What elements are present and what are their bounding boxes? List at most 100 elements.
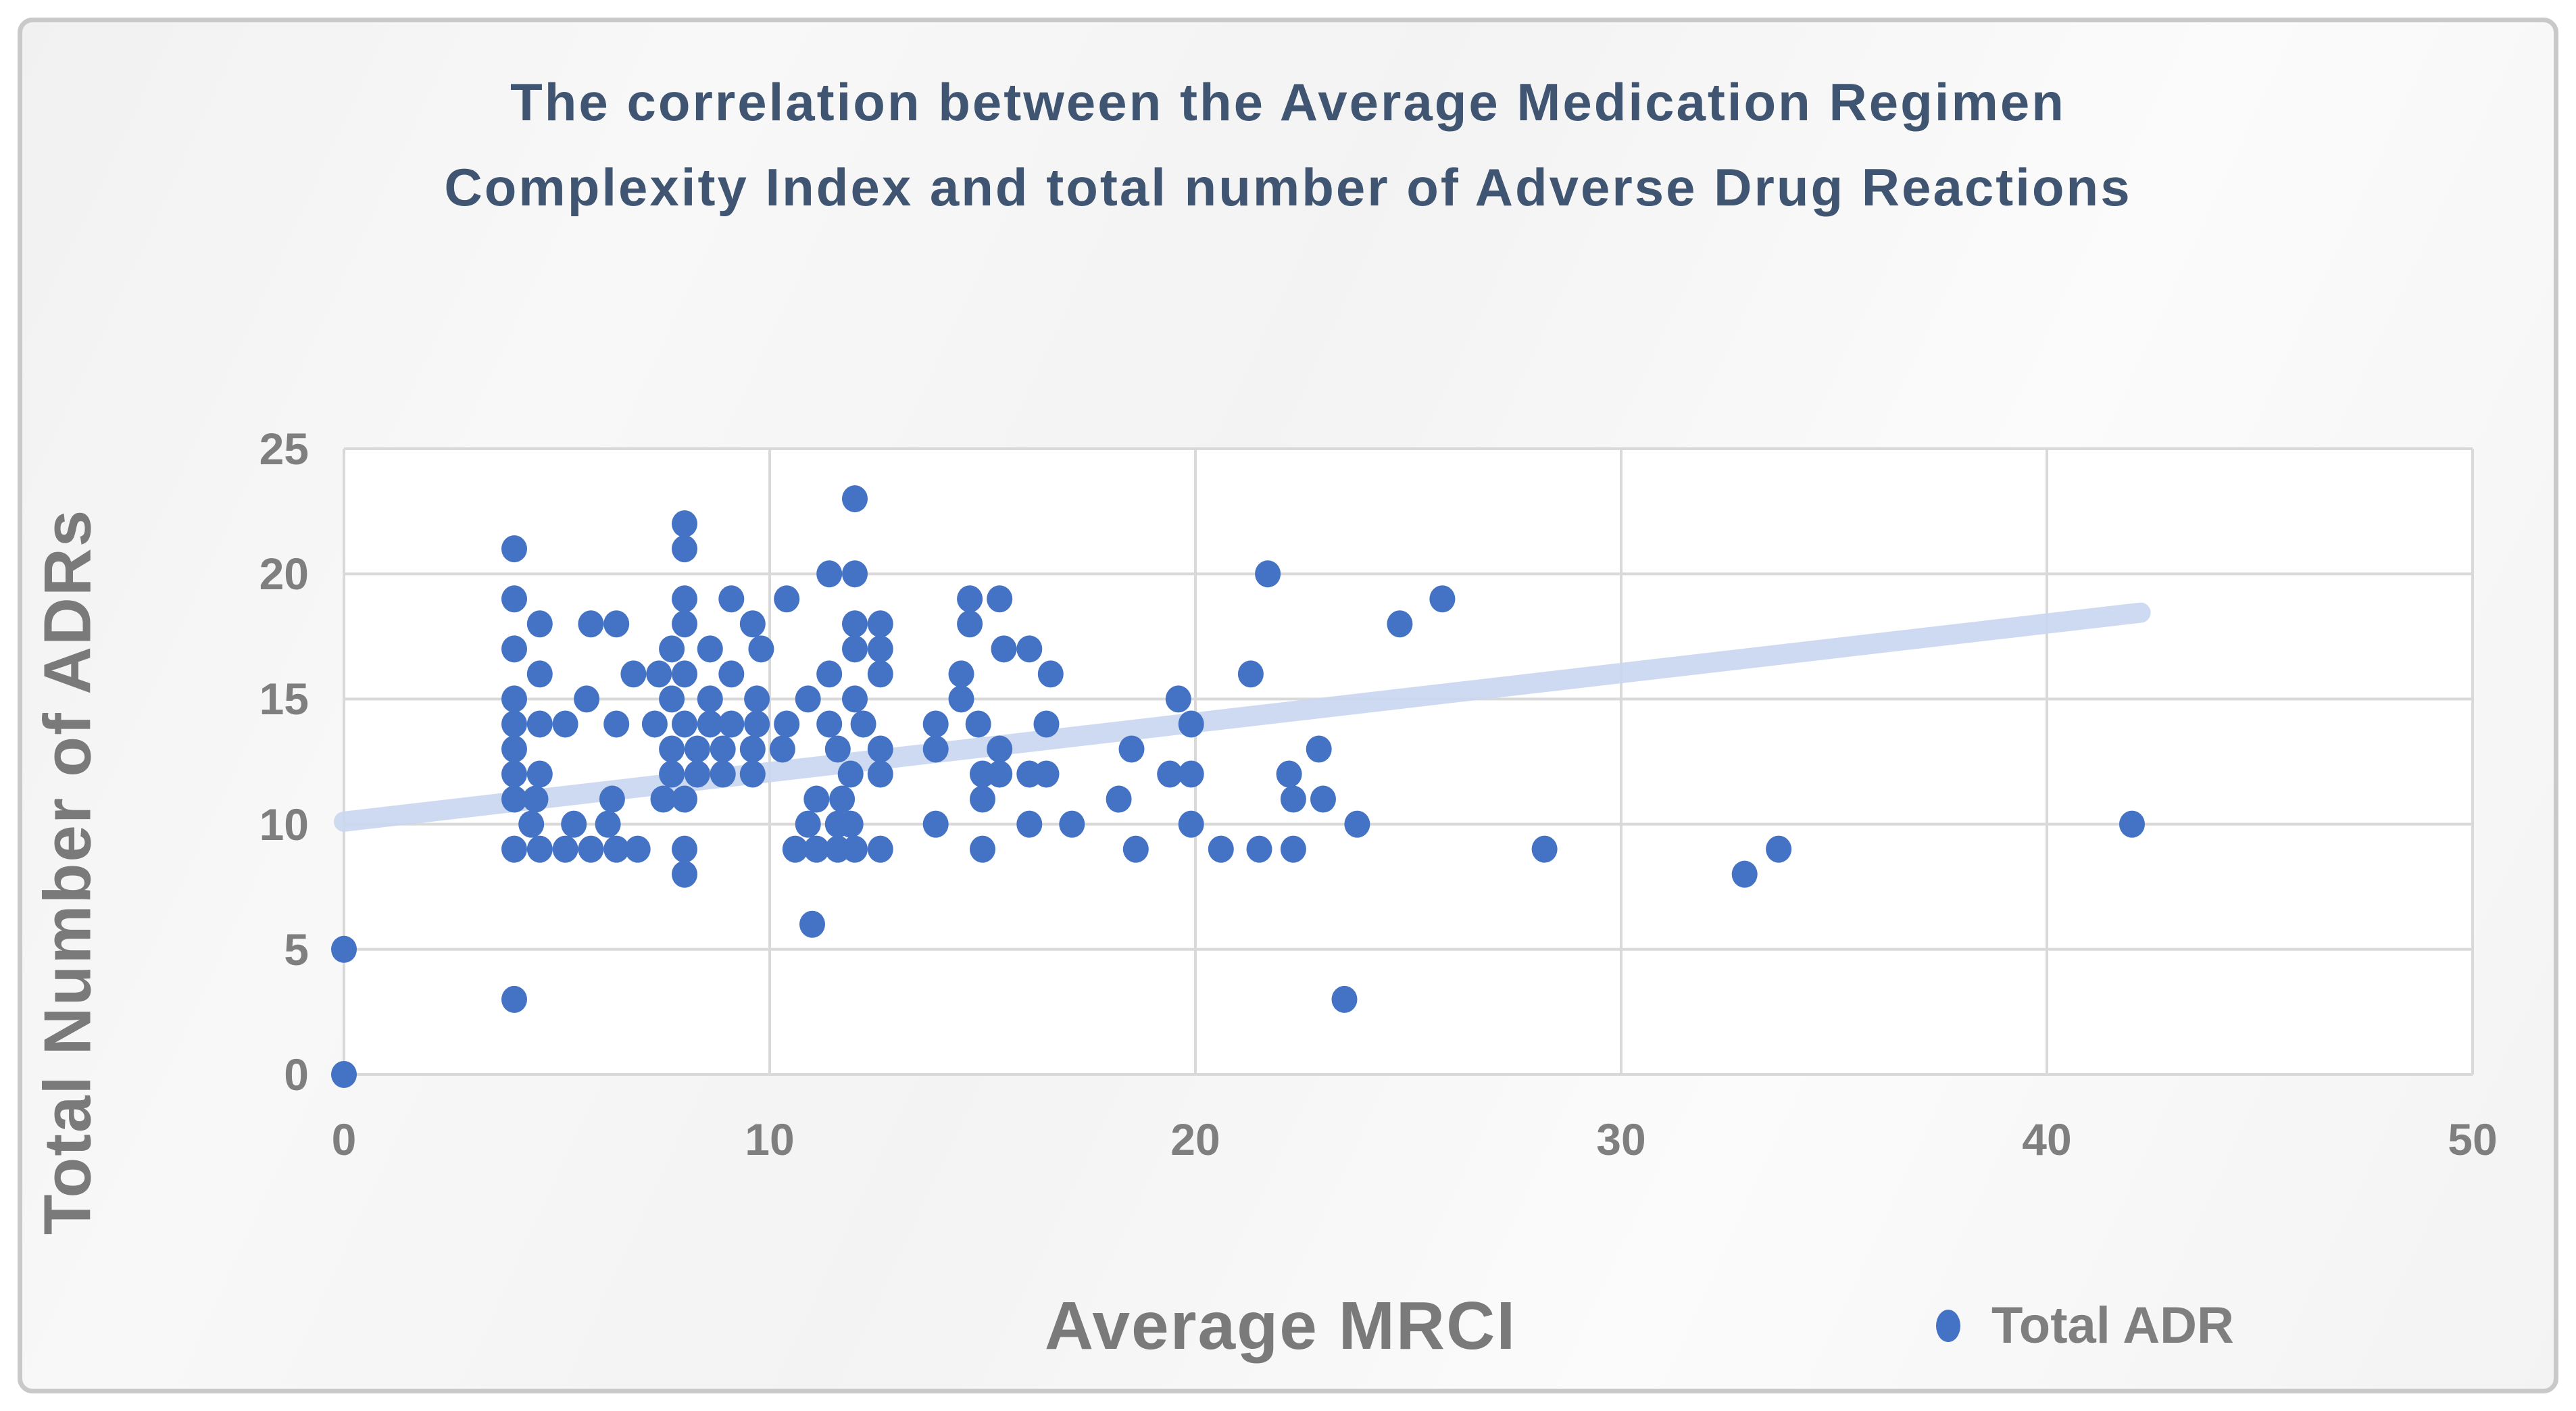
data-point [739,760,766,788]
data-point [672,860,697,888]
data-point [501,710,527,738]
data-point [769,735,795,763]
data-point [1344,810,1370,838]
x-axis-title: Average MRCI [1044,1288,1517,1364]
data-point [987,760,1013,788]
data-point [948,660,974,688]
data-point [526,660,553,688]
data-point [501,585,527,613]
data-point [659,735,685,763]
data-point [1331,985,1358,1013]
data-point [684,760,710,788]
data-point [1118,735,1145,763]
data-point [842,485,868,513]
data-point [1106,785,1132,813]
data-point [948,685,974,713]
data-point [1178,810,1204,838]
data-point [501,735,527,763]
data-point [624,835,651,863]
x-tick-label-50: 50 [2448,1114,2498,1164]
data-point [1531,835,1558,863]
trend-line [334,602,2151,832]
data-point [842,560,868,588]
data-point [867,735,893,763]
data-point [748,635,774,663]
data-point [795,685,821,713]
x-tick-label-0: 0 [331,1114,357,1164]
data-point [710,735,736,763]
x-tick-label-20: 20 [1170,1114,1220,1164]
chart-title-line1: The correlation between the Average Medi… [510,72,2066,132]
data-point [850,710,876,738]
data-point [1016,810,1043,838]
data-point [1037,660,1064,688]
data-point [718,585,745,613]
data-point [697,710,723,738]
data-point [1280,835,1306,863]
x-tick-label-30: 30 [1596,1114,1646,1164]
data-point [672,785,697,813]
data-point [697,635,723,663]
data-point [672,535,697,563]
data-point [867,635,893,663]
data-point [1059,810,1085,838]
data-point [603,710,630,738]
data-point [842,835,868,863]
data-point [1122,835,1149,863]
data-point [739,610,766,638]
y-tick-label-5: 5 [284,924,309,974]
data-point [641,710,668,738]
data-point [842,635,868,663]
y-tick-label-0: 0 [284,1049,309,1099]
data-point [501,835,527,863]
data-point [578,835,604,863]
data-point [744,685,770,713]
data-point [795,810,821,838]
data-point [578,610,604,638]
data-point [739,735,766,763]
x-tick-label-40: 40 [2022,1114,2072,1164]
data-point [1280,785,1306,813]
data-point [842,685,868,713]
data-point [1276,760,1302,788]
data-point [774,710,800,738]
data-point [574,685,600,713]
data-point [803,835,830,863]
data-point [672,710,697,738]
data-point [1246,835,1272,863]
data-point [829,785,856,813]
data-point [522,785,549,813]
data-point [595,810,621,838]
data-point [1731,860,1758,888]
data-point [501,635,527,663]
data-point [526,610,553,638]
data-point [957,585,983,613]
y-tick-label-20: 20 [259,549,309,599]
data-point [837,810,864,838]
y-tick-label-25: 25 [259,424,309,474]
data-point [782,835,808,863]
data-point [603,610,630,638]
data-point [1255,560,1281,588]
data-point [816,660,843,688]
data-point [526,710,553,738]
data-point [718,660,745,688]
data-point [1387,610,1413,638]
data-point [867,760,893,788]
data-point [331,1061,357,1088]
data-point [803,785,830,813]
y-axis-title: Total Number of ADRs [30,508,105,1235]
chart-title-line2: Complexity Index and total number of Adv… [444,157,2132,218]
data-point [922,710,949,738]
data-point [799,910,825,938]
data-point [501,760,527,788]
data-point [774,585,800,613]
data-point [1157,760,1183,788]
data-point [957,610,983,638]
data-point [1016,635,1043,663]
data-point [718,710,745,738]
data-point [987,735,1013,763]
data-point [1310,785,1336,813]
data-point [965,710,991,738]
data-point [684,735,710,763]
